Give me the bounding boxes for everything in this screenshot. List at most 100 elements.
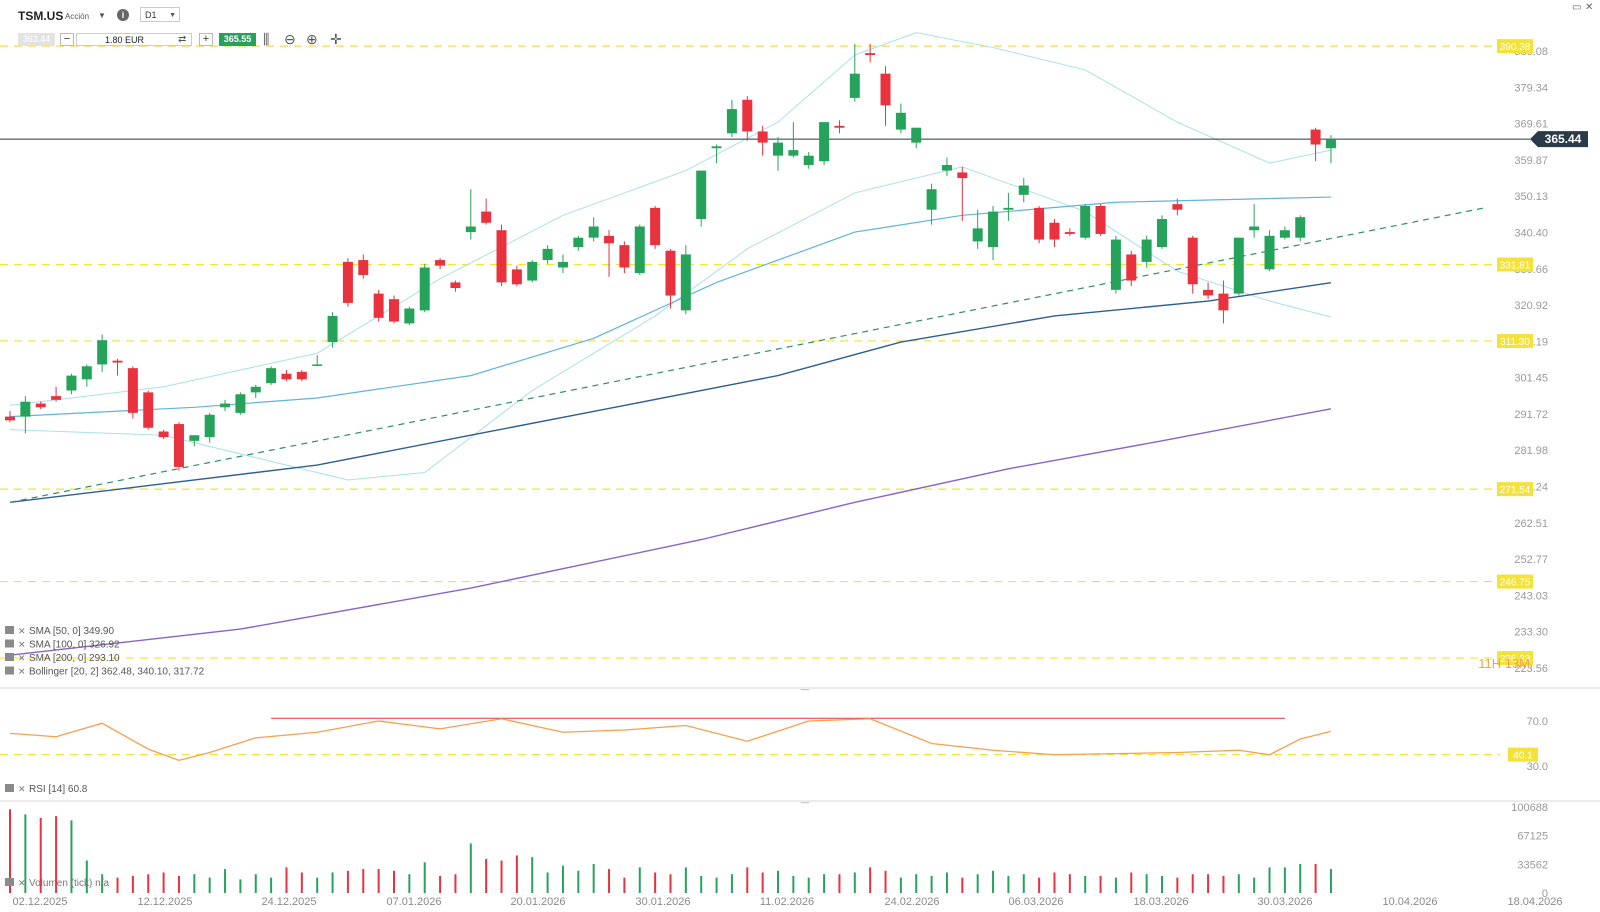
- candle: [557, 254, 568, 274]
- candle-body: [1049, 222, 1060, 240]
- legend-remove-icon: ✕: [18, 640, 26, 650]
- dropdown-caret-icon[interactable]: ▼: [98, 11, 106, 20]
- candle: [634, 224, 645, 275]
- candle-body: [220, 403, 231, 408]
- price-axis-label: 291.72: [1514, 409, 1548, 421]
- candle-body: [834, 125, 845, 128]
- candle: [81, 364, 92, 387]
- increase-qty-button[interactable]: +: [199, 33, 213, 46]
- price-axis-label: 379.34: [1514, 82, 1548, 94]
- candle-body: [680, 254, 691, 311]
- candle-body: [1141, 239, 1152, 262]
- buy-price-button[interactable]: 365.55: [219, 33, 256, 46]
- candle-body: [1218, 293, 1229, 311]
- candle: [1279, 226, 1290, 240]
- price-axis-label: 233.30: [1514, 627, 1548, 639]
- crosshair-icon[interactable]: ✛: [330, 31, 342, 47]
- legend-settings-icon: [5, 653, 14, 661]
- minimize-icon[interactable]: ▭: [1572, 2, 1582, 13]
- legend-remove-icon: ✕: [18, 784, 26, 794]
- candle-type-icon[interactable]: ⫼: [263, 31, 270, 47]
- candle-body: [1003, 207, 1014, 210]
- candle: [511, 265, 522, 287]
- candle-body: [1172, 204, 1183, 210]
- candle: [880, 66, 891, 126]
- legend-settings-icon: [5, 666, 14, 675]
- candle: [941, 157, 952, 177]
- level-price-box: [1497, 39, 1533, 54]
- candle-body: [235, 394, 246, 413]
- candle-body: [634, 226, 645, 274]
- current-price-marker: [1530, 131, 1588, 148]
- legend-remove-icon: ✕: [18, 653, 26, 663]
- decrease-qty-button[interactable]: −: [60, 33, 74, 46]
- candle: [66, 373, 77, 395]
- candle-body: [20, 401, 31, 417]
- candle-body: [250, 386, 261, 393]
- candle-body: [604, 235, 615, 244]
- close-icon[interactable]: ✕: [1585, 2, 1594, 13]
- candle: [20, 396, 31, 434]
- candle-body: [435, 260, 446, 266]
- candle: [865, 43, 876, 63]
- candle-body: [926, 189, 937, 210]
- legend-label: SMA [100, 0] 326.92: [29, 640, 120, 651]
- legend-label: Bollinger [20, 2] 362.48, 340.10, 317.72: [29, 667, 205, 678]
- symbol-label[interactable]: TSM.US: [18, 9, 64, 23]
- candle: [173, 422, 184, 471]
- price-axis-label: 262.51: [1514, 518, 1548, 530]
- date-axis-label: 24.02.2026: [884, 896, 939, 908]
- zoom-out-icon[interactable]: ⊖: [284, 31, 296, 47]
- candle: [435, 258, 446, 270]
- zoom-in-icon[interactable]: ⊕: [306, 31, 318, 47]
- candle: [957, 166, 968, 221]
- candle: [972, 209, 983, 249]
- candle: [97, 334, 108, 372]
- candle: [849, 43, 860, 102]
- candle: [5, 411, 15, 423]
- candle-body: [312, 364, 323, 366]
- legend-settings-icon: [5, 626, 14, 634]
- candle-body: [988, 211, 999, 247]
- candle-body: [542, 248, 553, 261]
- bollinger-upper-line: [9, 32, 1332, 406]
- candle: [895, 103, 906, 134]
- sma100-line: [9, 282, 1332, 504]
- price-axis-label: 359.87: [1514, 155, 1548, 167]
- candle: [619, 241, 630, 274]
- candle-body: [296, 371, 307, 380]
- timeframe-select[interactable]: D1 ▼: [140, 7, 180, 22]
- candle-body: [742, 99, 753, 132]
- current-price-label: 365.44: [1545, 132, 1582, 146]
- candle-body: [1064, 232, 1075, 234]
- candle: [312, 355, 323, 367]
- candle-body: [266, 368, 277, 384]
- candle: [1325, 135, 1336, 164]
- price-axis-label: 350.13: [1514, 191, 1548, 203]
- candle: [327, 312, 338, 348]
- candle-body: [173, 424, 184, 467]
- candle-body: [204, 414, 215, 438]
- info-icon[interactable]: i: [117, 9, 129, 21]
- bollinger-lower-line: [9, 166, 1332, 481]
- candle: [127, 366, 138, 419]
- candle-body: [342, 261, 353, 303]
- candle-body: [389, 299, 399, 322]
- swap-icon[interactable]: ⇄: [178, 34, 187, 45]
- sell-price-button[interactable]: 363.44: [18, 33, 55, 46]
- trendline: [9, 207, 1485, 503]
- candle-body: [557, 261, 568, 268]
- rsi-legend-label: RSI [14] 60.8: [29, 784, 88, 795]
- sma200-line: [9, 408, 1332, 656]
- quantity-input[interactable]: 1.80 EUR: [76, 33, 192, 46]
- candle: [143, 390, 154, 430]
- price-axis-label: 301.45: [1514, 373, 1548, 385]
- price-axis-label: 223.56: [1514, 663, 1548, 675]
- candle-body: [112, 360, 123, 363]
- candle: [1095, 204, 1106, 236]
- candle: [988, 205, 999, 261]
- candle: [1295, 215, 1306, 242]
- candle-body: [773, 142, 783, 156]
- panel-resize-handle: —: [801, 684, 810, 694]
